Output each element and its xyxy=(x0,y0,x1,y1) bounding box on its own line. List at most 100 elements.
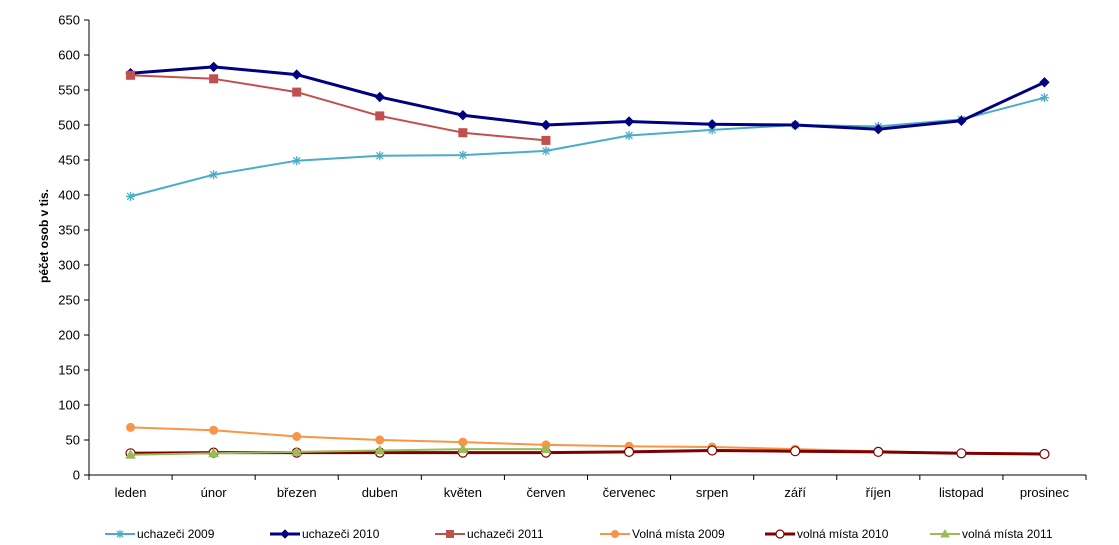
data-point xyxy=(291,446,303,456)
data-point xyxy=(873,123,884,135)
legend-label: volná místa 2010 xyxy=(797,527,889,541)
y-axis-title: péčet osob v tis. xyxy=(37,189,51,283)
x-tick-label: květen xyxy=(444,485,482,500)
x-tick-label: leden xyxy=(115,485,147,500)
legend-label: volná místa 2011 xyxy=(962,527,1053,541)
data-point xyxy=(624,131,634,140)
data-point xyxy=(126,422,136,432)
y-tick-label: 300 xyxy=(58,258,80,273)
y-tick-label: 550 xyxy=(58,83,80,98)
legend-swatch-marker xyxy=(940,528,950,538)
data-point xyxy=(541,146,551,156)
legend-swatch-marker xyxy=(116,530,124,538)
y-tick-label: 200 xyxy=(58,328,80,343)
data-point xyxy=(209,425,219,435)
data-point xyxy=(540,443,552,454)
x-tick-label: prosinec xyxy=(1020,485,1070,500)
legend-label: Volná místa 2009 xyxy=(632,527,725,541)
legend-swatch-marker xyxy=(775,529,785,539)
x-tick-label: červen xyxy=(526,485,565,500)
y-tick-label: 50 xyxy=(66,433,80,448)
y-tick-label: 100 xyxy=(58,398,80,413)
data-point xyxy=(292,432,302,441)
series-5 xyxy=(125,443,552,459)
data-point xyxy=(292,87,302,97)
legend-item: Volná místa 2009 xyxy=(600,527,725,541)
data-point xyxy=(208,61,219,73)
data-point xyxy=(873,446,884,457)
x-tick-label: říjen xyxy=(866,485,891,500)
data-point xyxy=(541,135,551,145)
data-point xyxy=(374,91,385,103)
data-point xyxy=(375,111,385,121)
data-point xyxy=(458,150,468,160)
series-line xyxy=(130,74,547,142)
series-line xyxy=(130,426,1045,455)
data-point xyxy=(374,444,386,455)
x-tick-label: duben xyxy=(362,485,398,500)
series-2 xyxy=(126,70,551,145)
y-tick-label: 600 xyxy=(58,48,80,63)
data-point xyxy=(375,435,385,445)
y-tick-label: 450 xyxy=(58,153,80,168)
y-tick-label: 350 xyxy=(58,223,80,238)
legend-item: volná místa 2010 xyxy=(765,527,889,541)
series-line xyxy=(130,448,546,456)
x-tick-label: srpen xyxy=(696,485,729,500)
data-point xyxy=(126,191,136,201)
data-point xyxy=(457,443,469,454)
data-point xyxy=(208,447,219,458)
x-tick-label: únor xyxy=(201,485,228,500)
series-0 xyxy=(126,93,1049,201)
y-tick-label: 250 xyxy=(58,293,80,308)
series-layer xyxy=(125,61,1050,460)
data-point xyxy=(125,449,136,459)
data-point xyxy=(540,119,552,131)
y-tick-label: 500 xyxy=(58,118,80,133)
legend-item: uchazeči 2010 xyxy=(270,527,380,541)
y-tick-label: 650 xyxy=(58,13,80,28)
legend-item: volná místa 2011 xyxy=(930,527,1053,541)
series-line xyxy=(130,96,1045,198)
legend-label: uchazeči 2010 xyxy=(302,527,380,541)
data-point xyxy=(458,128,468,138)
x-tick-label: červenec xyxy=(603,485,656,500)
data-point xyxy=(1039,448,1050,460)
data-point xyxy=(292,156,302,166)
data-point xyxy=(126,70,136,80)
data-point xyxy=(706,119,718,130)
legend-swatch-marker xyxy=(280,529,290,539)
data-point xyxy=(375,151,385,161)
data-point xyxy=(707,445,718,456)
data-point xyxy=(1039,77,1050,88)
series-line xyxy=(130,65,1046,131)
x-tick-label: září xyxy=(784,485,806,500)
data-point xyxy=(457,109,469,121)
y-tick-label: 150 xyxy=(58,363,80,378)
x-tick-label: listopad xyxy=(939,485,984,500)
data-point xyxy=(790,119,801,131)
data-point xyxy=(623,446,635,457)
legend-swatch-marker xyxy=(611,530,619,538)
legend: uchazeči 2009 uchazeči 2010 uchazeči 2011 V… xyxy=(105,527,1053,541)
legend-label: uchazeči 2011 xyxy=(467,527,544,541)
data-point xyxy=(209,170,219,180)
y-tick-label: 0 xyxy=(73,468,80,483)
x-tick-label: březen xyxy=(277,485,317,500)
y-tick-label: 400 xyxy=(58,188,80,203)
legend-item: uchazeči 2011 xyxy=(435,527,544,541)
data-point xyxy=(956,115,967,127)
data-point xyxy=(956,448,967,459)
series-1 xyxy=(125,61,1050,135)
data-point xyxy=(623,116,635,127)
data-point xyxy=(790,446,801,457)
data-point xyxy=(291,69,302,80)
legend-item: uchazeči 2009 xyxy=(105,527,215,541)
data-point xyxy=(1039,93,1049,103)
legend-swatch-marker xyxy=(446,530,454,538)
axes: 0 50 100 150 200 250 300 350 400 450 500 550 600 650 l… xyxy=(58,13,1087,500)
data-point xyxy=(209,74,219,84)
legend-label: uchazeči 2009 xyxy=(137,527,215,541)
